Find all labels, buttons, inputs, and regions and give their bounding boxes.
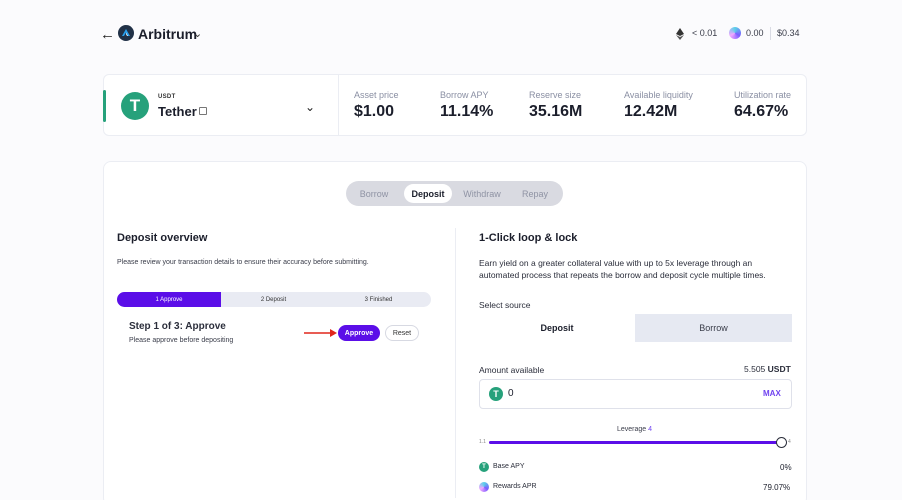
select-source-label: Select source — [479, 300, 531, 310]
back-arrow-icon[interactable]: ← — [100, 26, 115, 43]
amount-input-value[interactable]: 0 — [508, 388, 514, 399]
stat-label: Reserve size — [529, 90, 582, 100]
arbitrum-logo-icon — [118, 25, 134, 41]
asset-card — [103, 74, 807, 136]
loop-title: 1-Click loop & lock — [479, 232, 578, 244]
source-deposit-option[interactable]: Deposit — [479, 314, 635, 342]
amount-unit: USDT — [767, 364, 791, 374]
red-arrow-icon — [304, 329, 337, 337]
leverage-slider-thumb[interactable] — [776, 437, 787, 448]
amount-available-label: Amount available — [479, 365, 545, 375]
step-title: Step 1 of 3: Approve — [129, 321, 226, 332]
stat-value: 11.14% — [440, 103, 494, 120]
reward-token-icon — [729, 27, 741, 39]
leverage-max: 4 — [788, 439, 791, 445]
reward-token-icon — [479, 482, 489, 492]
action-tabs — [346, 181, 563, 206]
asset-symbol: USDT — [158, 94, 176, 100]
stat-value: $1.00 — [354, 103, 395, 120]
loop-description: Earn yield on a greater collateral value… — [479, 258, 766, 280]
step-deposit: 2 Deposit — [260, 296, 287, 303]
tab-borrow[interactable]: Borrow — [359, 188, 389, 199]
amount-input[interactable] — [479, 379, 792, 409]
rewards-apr-label: Rewards APR — [493, 483, 537, 490]
approve-button[interactable]: Approve — [338, 325, 380, 341]
asset-selector-chevron-icon[interactable]: ⌄ — [305, 100, 316, 114]
step-approve: 1 Approve — [117, 292, 221, 307]
stat-label: Available liquidity — [624, 90, 693, 100]
stat-value: 12.42M — [624, 103, 678, 120]
tether-logo-icon: T — [121, 92, 149, 120]
rewards-apr-value: 79.07% — [763, 483, 791, 492]
divider — [455, 228, 456, 498]
step-subtitle: Please approve before depositing — [129, 337, 234, 344]
leverage-label: Leverage 4 — [617, 426, 652, 433]
reset-button[interactable]: Reset — [385, 325, 419, 341]
reward-balance: 0.00 — [746, 28, 764, 38]
tab-repay[interactable]: Repay — [521, 188, 548, 199]
leverage-min: 1.1 — [479, 439, 486, 445]
source-borrow-option[interactable]: Borrow — [635, 314, 792, 342]
ethereum-icon — [676, 27, 684, 40]
tab-withdraw[interactable]: Withdraw — [463, 188, 501, 199]
external-link-icon[interactable] — [199, 107, 207, 115]
divider — [770, 27, 771, 40]
stat-label: Utilization rate — [734, 90, 792, 100]
divider — [338, 75, 339, 135]
leverage-value: 4 — [648, 426, 653, 433]
max-button[interactable]: MAX — [763, 389, 781, 398]
asset-accent-bar — [103, 90, 106, 122]
tether-logo-icon: T — [479, 462, 489, 472]
section-description: Please review your transaction details t… — [117, 259, 369, 266]
usd-balance: $0.34 — [777, 28, 800, 38]
stat-value: 64.67% — [734, 103, 789, 120]
amount-available-value: 5.505 — [744, 364, 766, 374]
asset-name[interactable]: Tether — [158, 104, 197, 119]
stat-label: Asset price — [354, 90, 399, 100]
chain-name[interactable]: Arbitrum — [138, 26, 198, 42]
base-apy-label: Base APY — [493, 463, 525, 470]
stat-value: 35.16M — [529, 103, 583, 120]
amount-available: 5.505 USDT — [744, 364, 791, 374]
stat-label: Borrow APY — [440, 90, 489, 100]
tab-deposit[interactable]: Deposit — [404, 184, 452, 203]
step-finished: 3 Finished — [364, 296, 393, 303]
section-title: Deposit overview — [117, 232, 208, 244]
chevron-down-icon[interactable]: ⌄ — [193, 28, 203, 40]
base-apy-value: 0% — [780, 463, 792, 472]
leverage-label-text: Leverage — [617, 426, 647, 433]
tether-logo-icon: T — [489, 387, 503, 401]
eth-balance: < 0.01 — [692, 28, 718, 38]
leverage-slider-track[interactable] — [489, 441, 781, 444]
